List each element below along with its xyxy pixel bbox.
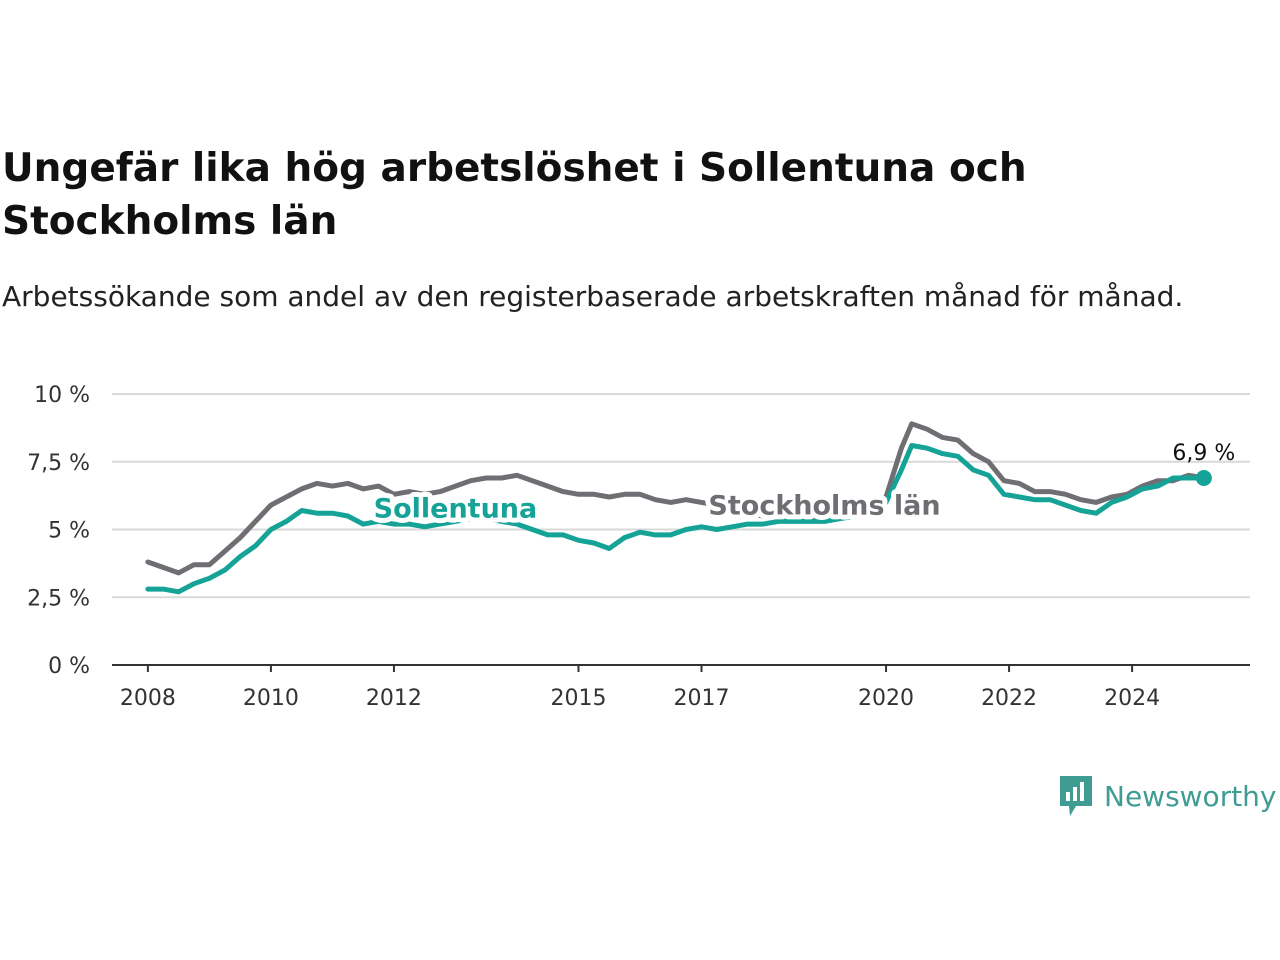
- x-tick-label: 2015: [550, 686, 606, 711]
- x-tick-label: 2022: [981, 686, 1037, 711]
- y-tick-label: 5 %: [48, 519, 90, 544]
- series-label-stockholms-län: Stockholms län: [708, 491, 940, 522]
- brand-logo[interactable]: Newsworthy: [1058, 774, 1277, 818]
- y-tick-label: 7,5 %: [27, 451, 90, 476]
- x-tick-label: 2020: [858, 686, 914, 711]
- y-tick-label: 0 %: [48, 654, 90, 679]
- y-tick-label: 10 %: [34, 383, 90, 408]
- x-tick-label: 2008: [120, 686, 176, 711]
- x-tick-label: 2012: [366, 686, 422, 711]
- end-value-label: 6,9 %: [1172, 441, 1235, 466]
- end-point-marker: [1195, 470, 1212, 487]
- chart-title: Ungefär lika hög arbetslöshet i Sollentu…: [2, 146, 1027, 244]
- brand-name: Newsworthy: [1104, 779, 1277, 813]
- x-tick-label: 2024: [1104, 686, 1160, 711]
- series-line-sollentuna: [145, 443, 1207, 595]
- x-tick-label: 2017: [674, 686, 730, 711]
- y-tick-label: 2,5 %: [27, 586, 90, 611]
- chart-subtitle: Arbetssökande som andel av den registerb…: [2, 280, 1184, 313]
- series-line-stockholms-län: [145, 421, 1207, 576]
- newsworthy-logo-icon: [1060, 776, 1092, 816]
- x-tick-label: 2010: [243, 686, 299, 711]
- series-label-sollentuna: Sollentuna: [374, 493, 538, 524]
